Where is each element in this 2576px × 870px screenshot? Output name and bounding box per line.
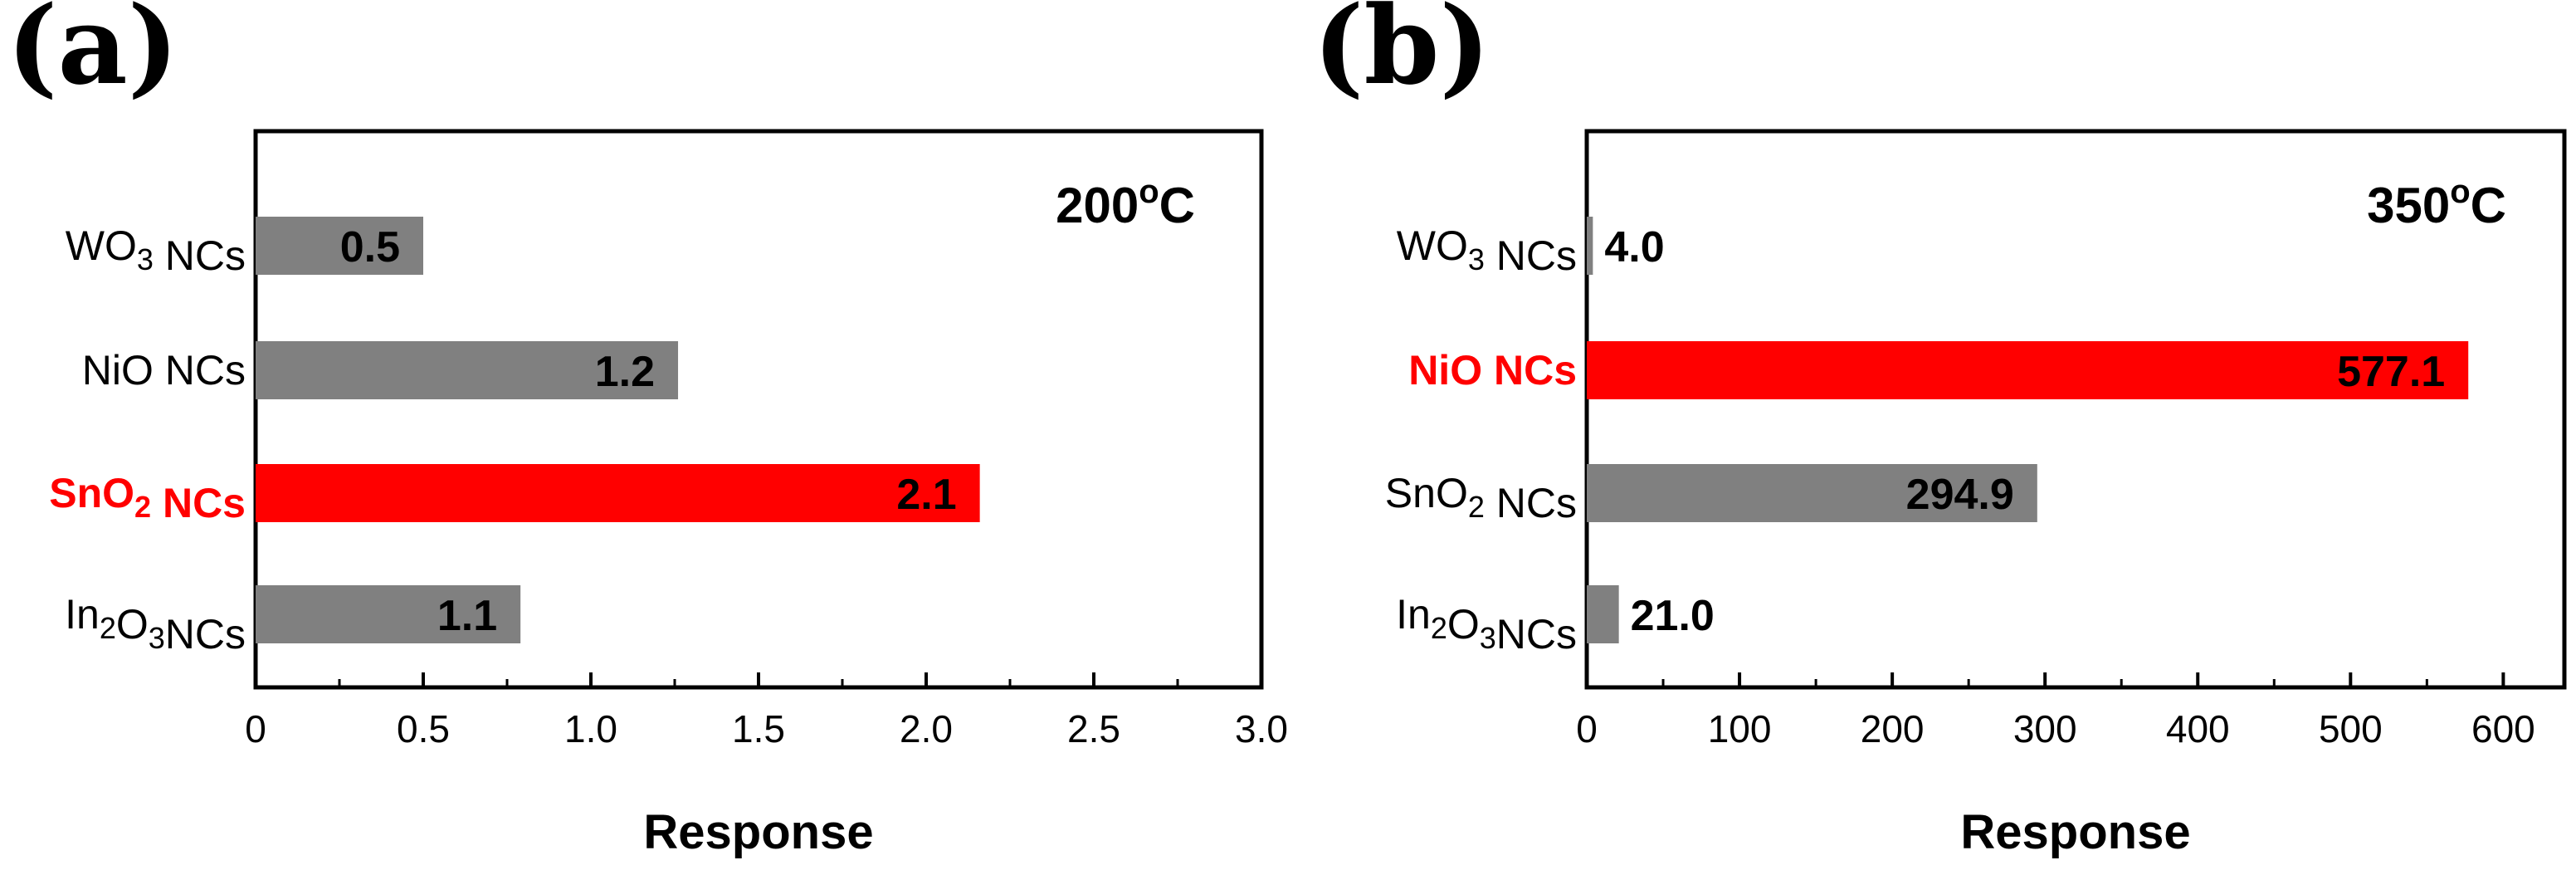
bar (1587, 464, 2037, 522)
category-label: In2O3NCs (1396, 591, 1577, 657)
plot-frame (1584, 129, 2567, 690)
category-label: NiO NCs (82, 347, 246, 393)
category-label: WO3 NCs (1397, 222, 1577, 279)
bar (256, 217, 423, 275)
x-axis-title: Response (643, 805, 873, 859)
x-tick-label: 600 (2471, 707, 2535, 750)
data-label: 0.5 (340, 223, 400, 271)
data-label: 294.9 (1906, 471, 2014, 519)
x-tick-label: 200 (1861, 707, 1925, 750)
x-axis-title: Response (1960, 805, 2190, 859)
bar (1587, 217, 1593, 275)
x-tick-label: 2.0 (900, 707, 953, 750)
x-tick-label: 2.5 (1067, 707, 1120, 750)
category-label: NiO NCs (1408, 347, 1577, 393)
category-label: WO3 NCs (66, 222, 246, 279)
data-label: 4.0 (1604, 223, 1664, 271)
x-tick-label: 400 (2166, 707, 2230, 750)
x-tick-label: 0 (1576, 707, 1598, 750)
data-label: 2.1 (896, 471, 956, 519)
data-label: 1.2 (595, 348, 655, 396)
bar (1587, 341, 2469, 399)
category-label: SnO2 NCs (1385, 470, 1577, 526)
panel-b: (b) 4.0 WO3 NCs 577.1 NiO NCs 294.9 SnO2 NCs 21… (1313, 0, 2567, 859)
temperature-annotation: 200oC (1056, 174, 1195, 233)
data-label: 1.1 (437, 592, 497, 640)
x-tick-label: 1.0 (564, 707, 617, 750)
bar (1587, 585, 1619, 643)
x-tick-label: 500 (2319, 707, 2383, 750)
x-tick-label: 0.5 (397, 707, 450, 750)
bar (256, 585, 521, 643)
x-tick-label: 3.0 (1235, 707, 1288, 750)
panel-label: (b) (1313, 0, 1490, 109)
data-label: 577.1 (2337, 348, 2445, 396)
x-tick-label: 0 (245, 707, 266, 750)
x-tick-label: 1.5 (732, 707, 785, 750)
category-label: In2O3NCs (65, 591, 246, 657)
data-label: 21.0 (1631, 592, 1715, 640)
bar (256, 341, 679, 399)
category-label: SnO2 NCs (49, 470, 246, 526)
temperature-annotation: 350oC (2367, 174, 2506, 233)
panel-label: (a) (7, 0, 178, 109)
bar (256, 464, 980, 522)
x-tick-label: 300 (2013, 707, 2077, 750)
x-tick-label: 100 (1708, 707, 1772, 750)
panel-a: (a) 0.5 WO3 NCs 1.2 NiO NCs 2.1 SnO2 NCs 1.1 In2… (7, 0, 1288, 859)
